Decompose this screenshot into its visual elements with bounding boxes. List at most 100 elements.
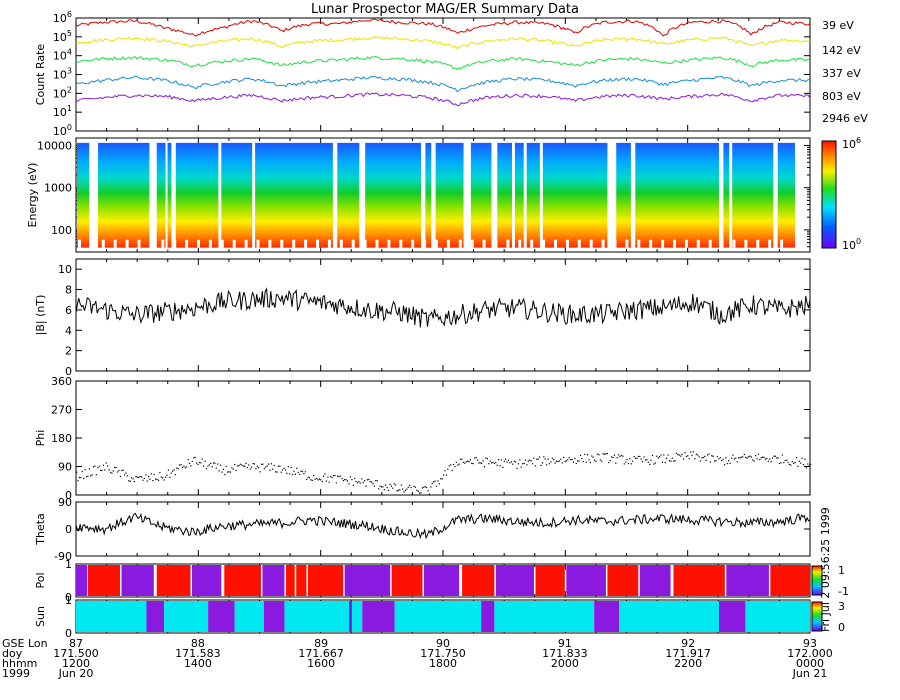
phi-point <box>119 475 121 477</box>
phi-point <box>125 472 127 474</box>
phi-point <box>143 477 145 479</box>
phi-point <box>369 481 371 483</box>
phi-point <box>788 463 790 465</box>
phi-point <box>193 457 195 459</box>
colorbar-max-label: 106 <box>842 136 861 151</box>
phi-point <box>191 460 193 462</box>
phi-point <box>529 459 531 461</box>
phi-point <box>379 485 381 487</box>
count-rate-line-0 <box>75 18 811 37</box>
y-tick-label: 101 <box>53 104 72 119</box>
phi-point <box>695 453 697 455</box>
spectrogram-edge <box>244 239 248 248</box>
phi-point <box>372 482 374 485</box>
phi-point <box>541 462 543 464</box>
phi-point <box>386 487 388 489</box>
phi-point <box>489 460 491 462</box>
polarity-colorbar <box>811 565 823 596</box>
spectrogram-edge <box>256 239 260 248</box>
phi-point <box>92 466 95 468</box>
phi-point <box>718 458 720 460</box>
phi-point <box>128 480 130 482</box>
phi-point <box>129 480 131 482</box>
phi-point <box>100 469 102 471</box>
phi-point <box>766 457 768 460</box>
phi-point <box>492 461 494 464</box>
phi-point <box>591 455 593 457</box>
phi-point <box>588 459 590 461</box>
phi-point <box>790 464 792 466</box>
phi-point <box>661 461 663 463</box>
sun-segment <box>481 601 495 632</box>
spectrogram-edge <box>351 239 355 248</box>
phi-point <box>664 462 666 464</box>
phi-point <box>454 466 456 468</box>
spectrogram-gap <box>607 139 617 251</box>
phi-point <box>205 468 208 470</box>
y-tick-label: 100 <box>53 123 72 138</box>
y-tick-label: 1000 <box>44 182 72 195</box>
phi-point <box>136 476 138 478</box>
phi-point <box>279 465 281 467</box>
phi-point <box>491 462 493 464</box>
phi-point <box>762 456 764 458</box>
phi-point <box>467 460 469 462</box>
spectrogram-edge <box>625 239 629 248</box>
phi-point <box>355 480 357 483</box>
x-row-value: 1400 <box>184 657 212 670</box>
spectrogram-edge <box>458 239 462 248</box>
polarity-segment <box>296 565 307 596</box>
phi-point <box>248 464 250 466</box>
phi-point <box>732 454 734 456</box>
phi-point <box>296 467 298 469</box>
spectrogram-fill <box>77 142 795 248</box>
phi-point <box>500 459 503 461</box>
phi-point <box>451 469 453 472</box>
phi-point <box>495 462 497 464</box>
phi-point <box>698 456 700 458</box>
phi-point <box>300 470 302 472</box>
spectrogram-gap <box>491 139 498 251</box>
phi-point <box>256 465 258 467</box>
x-row-value: 1600 <box>307 657 335 670</box>
spectrogram-gap <box>171 139 176 251</box>
phi-point <box>242 465 244 467</box>
polarity-segment <box>262 565 285 596</box>
phi-point <box>389 483 391 485</box>
phi-point <box>321 480 323 483</box>
phi-point <box>342 480 344 482</box>
phi-point <box>507 459 510 461</box>
phi-point <box>282 469 284 471</box>
phi-point <box>304 471 306 473</box>
phi-point <box>174 474 176 476</box>
phi-point <box>596 453 599 455</box>
phi-point <box>561 462 563 464</box>
phi-point <box>701 457 703 459</box>
phi-point <box>111 472 113 474</box>
phi-point <box>361 478 363 480</box>
y-axis-label: |B| (nT) <box>34 295 47 336</box>
phi-point <box>651 454 654 457</box>
phi-point <box>715 460 717 462</box>
phi-point <box>444 470 446 472</box>
phi-point <box>688 458 690 460</box>
spectrogram-gap <box>89 139 99 251</box>
phi-point <box>570 459 572 461</box>
phi-point <box>149 478 151 480</box>
phi-point <box>220 464 222 466</box>
x-row-value: 1200 <box>62 657 90 670</box>
phi-point <box>138 476 140 479</box>
y-tick-label: 102 <box>53 85 72 100</box>
phi-point <box>399 489 401 491</box>
phi-point <box>390 485 392 487</box>
phi-point <box>306 478 308 480</box>
phi-point <box>217 463 219 465</box>
phi-point <box>180 464 182 466</box>
phi-point <box>527 460 529 462</box>
phi-point <box>783 462 785 464</box>
phi-point <box>795 456 798 459</box>
phi-point <box>323 475 325 477</box>
x-row-value: 172.000 <box>787 647 833 660</box>
phi-point <box>160 476 162 478</box>
phi-point <box>722 458 724 460</box>
